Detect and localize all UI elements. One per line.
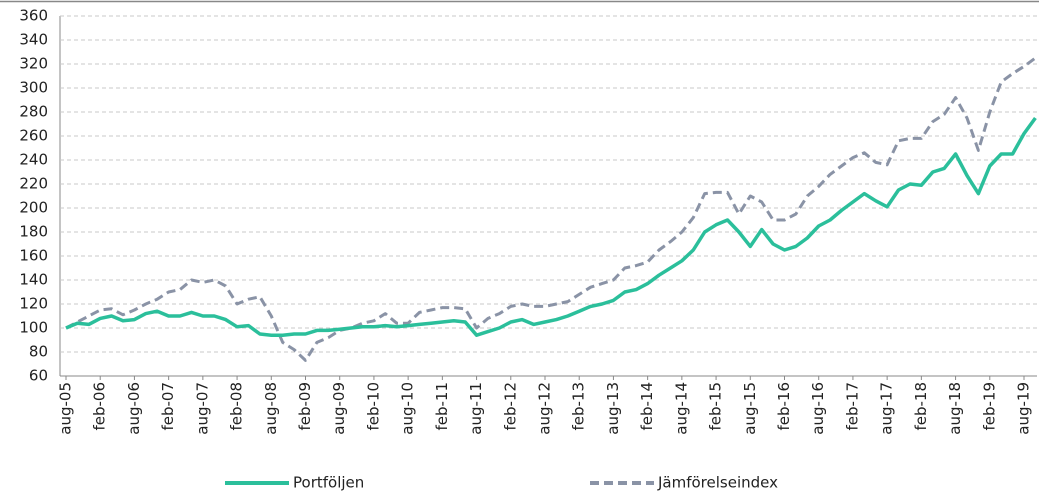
- x-tick-label: feb-18: [912, 382, 930, 431]
- x-tick-label: feb-16: [775, 382, 793, 431]
- x-tick-label: aug-18: [946, 382, 964, 435]
- y-tick-label: 260: [19, 127, 48, 145]
- series-line: [65, 116, 1037, 337]
- x-tick-label: aug-09: [330, 382, 348, 435]
- x-tick-label: aug-16: [809, 382, 827, 435]
- x-tick-label: aug-06: [125, 382, 143, 435]
- y-tick-label: 120: [19, 295, 48, 313]
- x-tick-label: aug-19: [1015, 382, 1033, 435]
- y-tick-label: 280: [19, 103, 48, 121]
- x-tick-label: feb-13: [570, 382, 588, 431]
- x-tick-label: aug-13: [604, 382, 622, 435]
- x-tick-label: aug-12: [536, 382, 554, 435]
- x-tick-label: aug-05: [57, 382, 75, 435]
- x-tick-label: feb-19: [980, 382, 998, 431]
- y-tick-label: 80: [29, 343, 48, 361]
- y-tick-label: 200: [19, 199, 48, 217]
- x-tick-label: feb-14: [638, 382, 656, 431]
- x-tick-label: aug-14: [672, 382, 690, 435]
- x-tick-label: aug-07: [193, 382, 211, 435]
- legend-label: Jämförelseindex: [657, 474, 778, 492]
- y-tick-label: 220: [19, 175, 48, 193]
- y-tick-label: 340: [19, 31, 48, 49]
- y-tick-label: 320: [19, 55, 48, 73]
- y-tick-label: 300: [19, 79, 48, 97]
- x-tick-label: aug-17: [878, 382, 896, 435]
- x-tick-label: feb-06: [91, 382, 109, 431]
- x-tick-label: aug-11: [467, 382, 485, 435]
- x-tick-label: feb-08: [228, 382, 246, 431]
- x-tick-label: aug-08: [262, 382, 280, 435]
- y-tick-label: 140: [19, 271, 48, 289]
- x-tick-label: feb-09: [296, 382, 314, 431]
- x-tick-label: feb-11: [433, 382, 451, 431]
- x-tick-label: aug-10: [399, 382, 417, 435]
- x-tick-label: feb-10: [364, 382, 382, 431]
- y-tick-label: 360: [19, 7, 48, 25]
- x-tick-label: feb-07: [159, 382, 177, 431]
- y-tick-label: 240: [19, 151, 48, 169]
- x-tick-label: aug-15: [741, 382, 759, 435]
- x-tick-label: feb-12: [501, 382, 519, 431]
- series-line: [65, 56, 1037, 362]
- y-tick-label: 180: [19, 223, 48, 241]
- x-tick-label: feb-15: [707, 382, 725, 431]
- legend-label: Portföljen: [293, 474, 364, 492]
- y-tick-label: 100: [19, 319, 48, 337]
- y-tick-label: 60: [29, 367, 48, 385]
- x-tick-label: feb-17: [843, 382, 861, 431]
- y-tick-label: 160: [19, 247, 48, 265]
